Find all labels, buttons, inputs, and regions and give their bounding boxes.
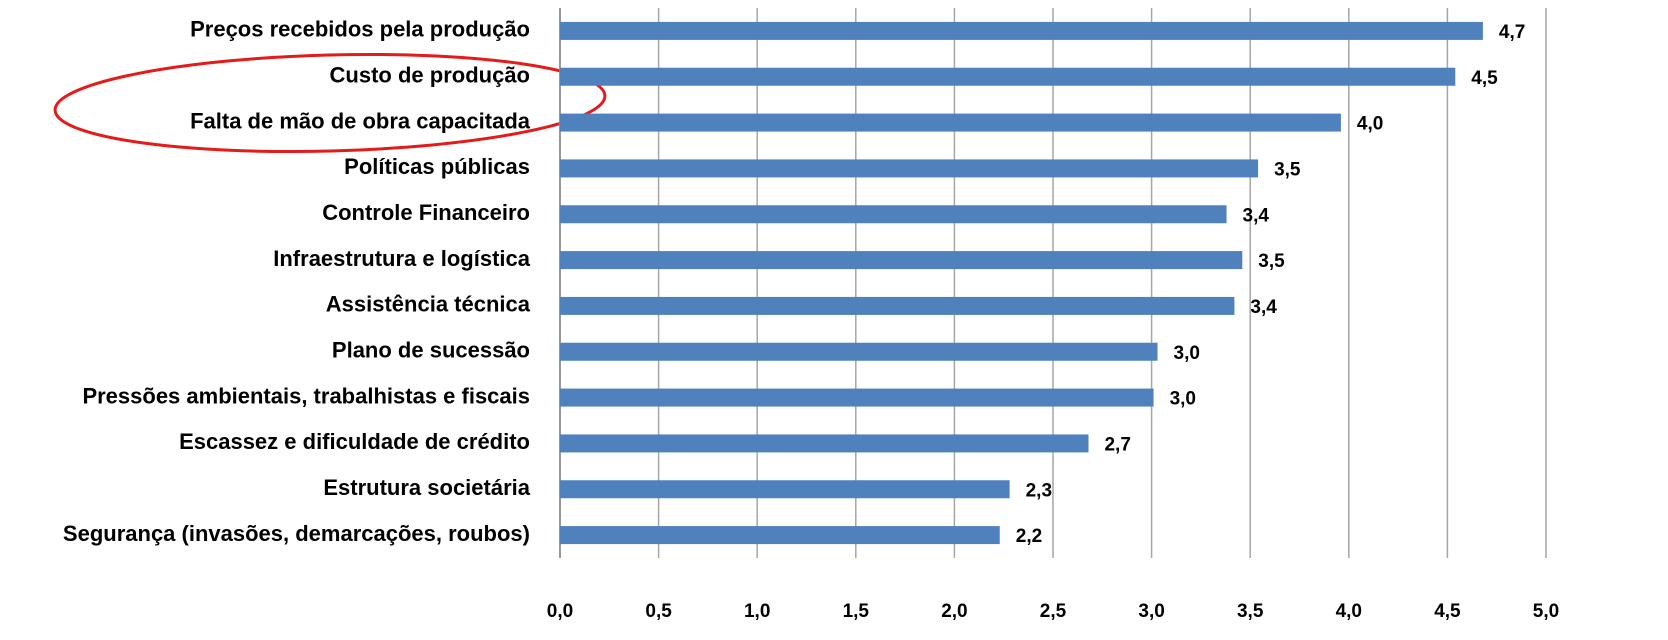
x-tick-label: 4,5 [1434,601,1461,622]
data-label: 4,5 [1471,68,1498,89]
bar [560,159,1259,178]
data-label: 3,5 [1258,251,1285,272]
data-label: 3,5 [1274,159,1301,180]
category-label: Políticas públicas [344,154,530,179]
category-label: Preços recebidos pela produção [190,17,530,42]
bar [560,113,1341,132]
category-label: Pressões ambientais, trabalhistas e fisc… [82,383,530,408]
x-tick-label: 0,0 [547,601,573,622]
bar [560,526,1000,545]
highlight-ellipse [53,52,607,154]
x-tick-label: 3,5 [1237,601,1264,622]
category-label: Escassez e dificuldade de crédito [179,429,530,454]
category-label: Custo de produção [330,63,530,88]
bar [560,342,1158,361]
data-label: 3,0 [1174,343,1200,364]
category-label: Segurança (invasões, demarcações, roubos… [63,521,530,546]
data-label: 3,0 [1170,389,1196,410]
data-label: 2,3 [1026,480,1052,501]
data-label: 3,4 [1250,297,1277,318]
category-label: Controle Financeiro [322,200,530,225]
bar [560,296,1235,315]
category-label: Falta de mão de obra capacitada [190,108,531,133]
x-tick-label: 3,0 [1138,601,1164,622]
category-label: Estrutura societária [323,475,530,500]
data-label: 2,7 [1104,434,1130,455]
category-label: Infraestrutura e logística [273,246,531,271]
x-tick-label: 1,0 [744,601,770,622]
category-label: Plano de sucessão [332,338,530,363]
x-tick-label: 2,5 [1040,601,1067,622]
x-tick-label: 1,5 [843,601,870,622]
data-label: 4,7 [1499,22,1525,43]
x-tick-label: 0,5 [645,601,672,622]
category-label: Assistência técnica [326,292,531,317]
bar [560,251,1243,270]
bar [560,480,1010,499]
bar [560,67,1456,86]
bar [560,21,1483,40]
x-tick-label: 5,0 [1533,601,1559,622]
x-tick-label: 2,0 [941,601,967,622]
data-label: 3,4 [1243,205,1270,226]
bar [560,388,1154,407]
bar [560,205,1227,224]
bar [560,434,1089,453]
x-tick-label: 4,0 [1336,601,1362,622]
data-label: 4,0 [1357,114,1383,135]
data-label: 2,2 [1016,526,1042,547]
